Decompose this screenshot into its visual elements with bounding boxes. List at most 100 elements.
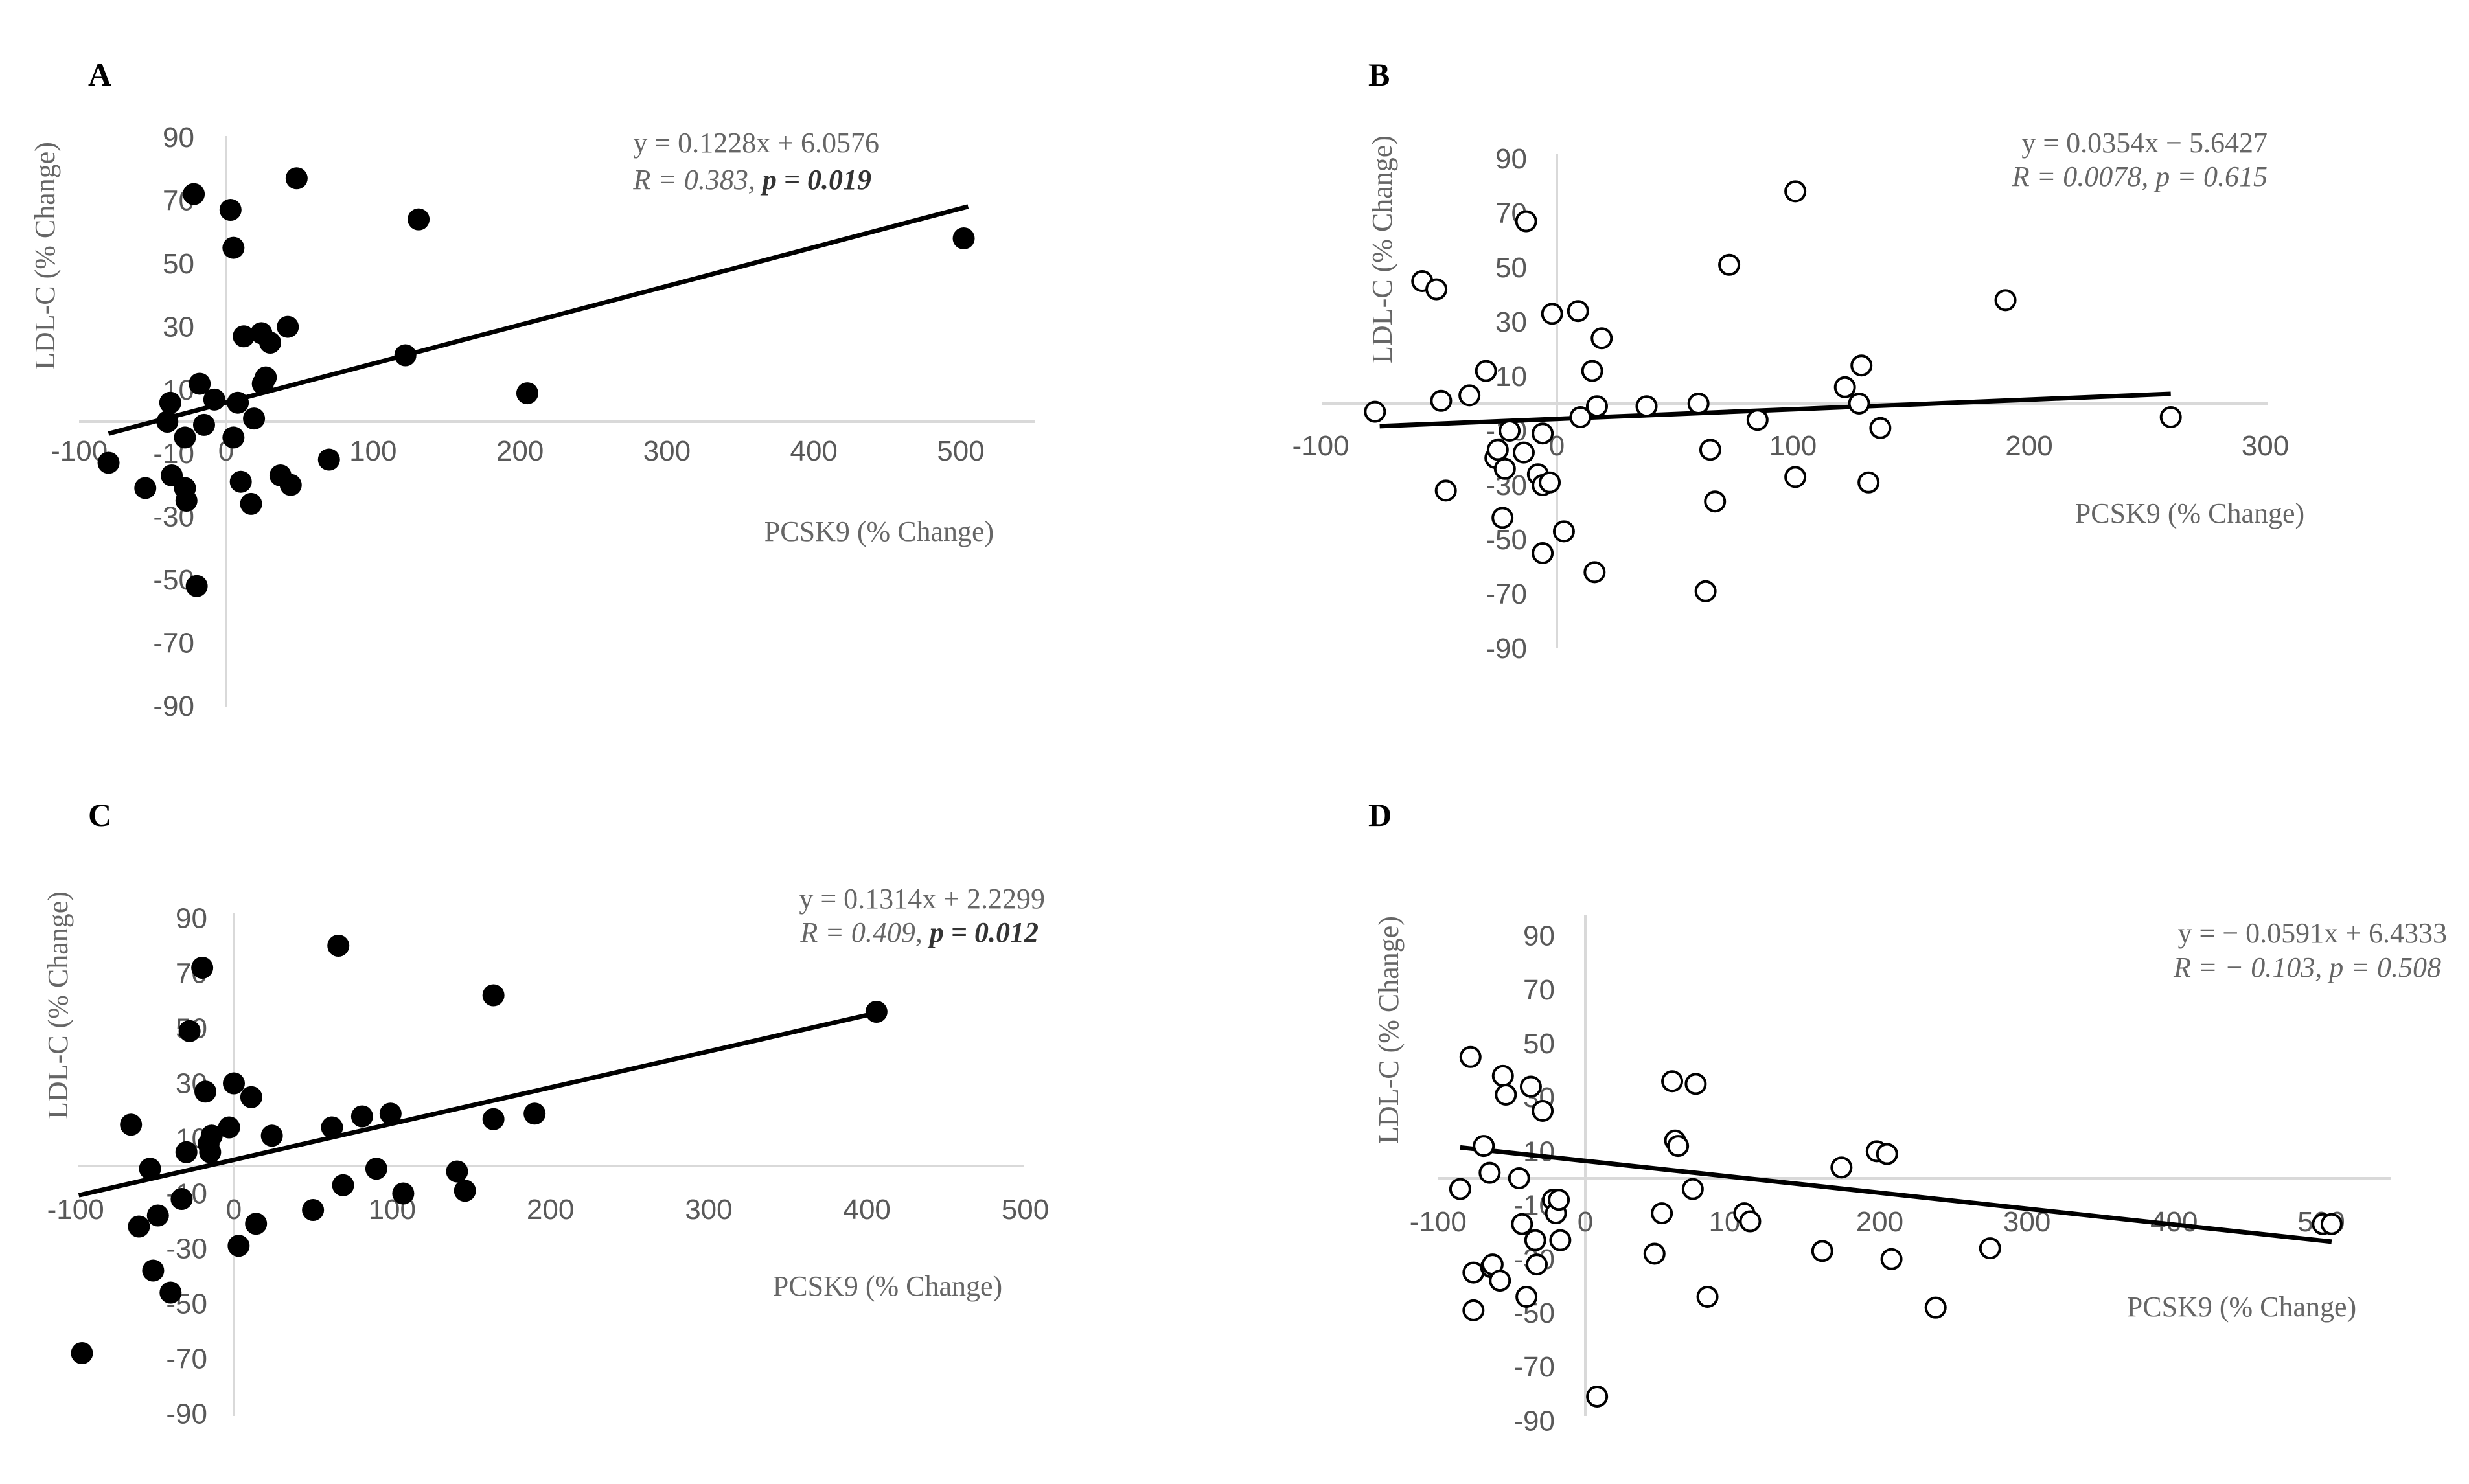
data-point	[227, 1235, 250, 1257]
data-point	[229, 470, 252, 493]
stat-p: p = 0.012	[927, 917, 1039, 948]
data-point	[516, 382, 538, 405]
data-point	[71, 1342, 93, 1364]
data-point	[1667, 1135, 1690, 1158]
data-point	[1857, 471, 1880, 494]
x-tick-label: -100	[1410, 1206, 1467, 1238]
data-point	[1549, 1229, 1572, 1251]
data-point	[1830, 1156, 1853, 1179]
y-tick-label: -90	[1486, 633, 1527, 665]
data-point	[240, 492, 262, 515]
data-points	[1449, 1045, 2343, 1408]
x-tick-label: 100	[1769, 430, 1817, 462]
data-point	[1681, 1178, 1704, 1200]
regression-stats: R = 0.383, p = 0.019	[632, 164, 871, 196]
data-point	[379, 1102, 402, 1125]
data-point	[1586, 1385, 1609, 1408]
data-point	[1532, 542, 1554, 564]
data-point	[260, 1124, 283, 1147]
data-point	[1462, 1299, 1485, 1321]
panel-letter-d: D	[1368, 797, 1392, 833]
stat-r: R = − 0.103,	[2173, 952, 2329, 983]
data-points	[97, 167, 975, 597]
data-point	[1459, 1045, 1482, 1068]
data-point	[1478, 1161, 1501, 1184]
stat-p: p = 0.019	[760, 164, 871, 196]
trendline	[1379, 391, 2171, 429]
data-point	[259, 332, 282, 354]
data-point	[1541, 303, 1563, 325]
data-point	[2159, 406, 2182, 428]
y-tick-label: -90	[166, 1398, 207, 1430]
y-tick-label: 90	[1523, 920, 1555, 952]
data-point	[1924, 1296, 1947, 1319]
data-point	[185, 575, 208, 597]
data-point	[1475, 360, 1497, 382]
data-point	[1994, 289, 2017, 312]
data-points	[1364, 180, 2182, 602]
data-point	[159, 391, 181, 414]
data-point	[1430, 389, 1453, 412]
x-tick-label: 500	[937, 435, 984, 467]
data-point	[1508, 1167, 1530, 1189]
panel-letter-a: A	[88, 56, 111, 93]
data-point	[1583, 561, 1606, 584]
data-point	[1434, 479, 1457, 502]
data-point	[1585, 395, 1608, 418]
data-point	[446, 1160, 468, 1183]
y-tick-label: -90	[153, 691, 194, 722]
data-point	[178, 1020, 201, 1042]
y-tick-label: 30	[163, 312, 194, 343]
data-point	[240, 1086, 262, 1108]
y-tick-label: -70	[153, 628, 194, 659]
data-point	[159, 1281, 182, 1304]
data-point	[156, 411, 179, 433]
data-point	[200, 1124, 223, 1147]
data-point	[199, 1141, 222, 1163]
x-tick-label: 500	[1002, 1194, 1049, 1226]
data-point	[1532, 422, 1554, 445]
data-point	[302, 1199, 325, 1221]
x-axis-label: PCSK9 (% Change)	[773, 1270, 1002, 1302]
data-point	[317, 448, 340, 471]
y-tick-label: -30	[166, 1233, 207, 1265]
x-tick-label: -100	[1292, 430, 1349, 462]
data-point	[454, 1180, 476, 1202]
data-point	[1364, 400, 1386, 423]
y-axis-label: LDL-C (% Change)	[42, 891, 74, 1119]
y-tick-label: -50	[1486, 524, 1527, 556]
panel-letter-c: C	[88, 797, 111, 833]
data-point	[134, 477, 157, 499]
data-point	[1651, 1202, 1673, 1225]
data-point	[482, 1108, 505, 1130]
data-point	[233, 325, 255, 348]
data-point	[255, 366, 277, 389]
regression-equation: y = 0.0354x − 5.6427	[2021, 127, 2268, 159]
data-point	[1569, 406, 1592, 428]
data-point	[1811, 1240, 1833, 1262]
data-point	[327, 935, 350, 957]
data-point	[219, 199, 242, 222]
data-point	[1524, 1229, 1546, 1251]
data-point	[482, 984, 505, 1007]
data-point	[523, 1102, 546, 1125]
data-point	[245, 1213, 268, 1235]
x-tick-labels: -100 0 100 200 300	[1292, 430, 2289, 462]
data-point	[1694, 580, 1717, 602]
data-point	[243, 407, 266, 430]
x-tick-label: 100	[349, 435, 396, 467]
data-point	[1661, 1070, 1684, 1093]
data-point	[1458, 384, 1481, 407]
data-point	[2320, 1213, 2343, 1235]
data-point	[174, 426, 196, 449]
data-point	[1746, 409, 1769, 431]
data-point	[97, 451, 120, 474]
data-point	[321, 1116, 343, 1139]
data-point	[175, 490, 198, 512]
